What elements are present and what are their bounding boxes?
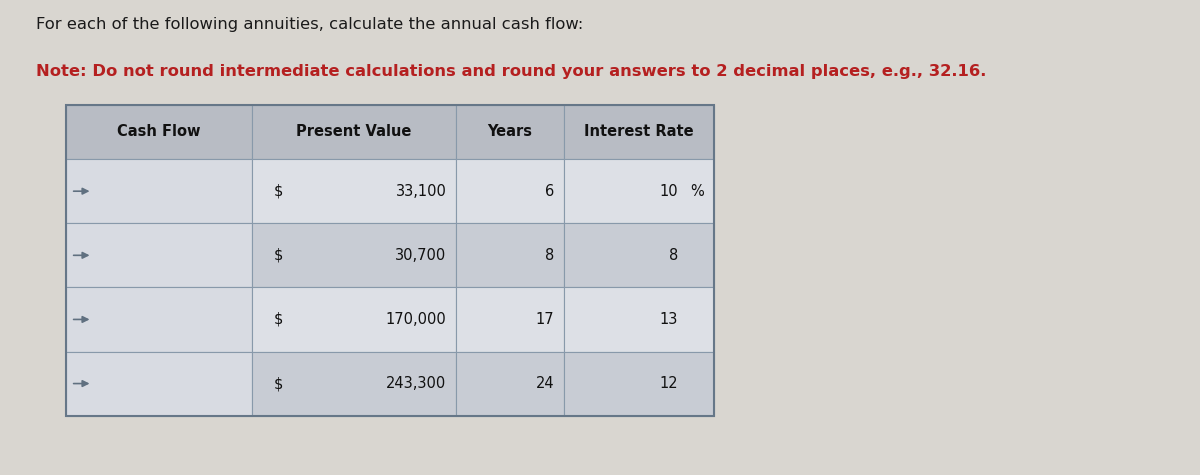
Bar bbox=[66, 104, 252, 159]
Bar bbox=[564, 287, 714, 352]
Bar bbox=[66, 287, 252, 352]
Bar bbox=[564, 223, 714, 287]
Text: 12: 12 bbox=[659, 376, 678, 391]
Bar bbox=[456, 104, 564, 159]
Bar bbox=[66, 159, 252, 223]
Bar bbox=[456, 287, 564, 352]
Bar bbox=[564, 159, 714, 223]
Text: Present Value: Present Value bbox=[296, 124, 412, 139]
Bar bbox=[456, 352, 564, 416]
Bar bbox=[66, 104, 714, 416]
Bar bbox=[252, 352, 456, 416]
Text: 8: 8 bbox=[545, 248, 554, 263]
Bar bbox=[66, 223, 252, 287]
Bar bbox=[456, 223, 564, 287]
Bar bbox=[564, 104, 714, 159]
Text: 243,300: 243,300 bbox=[386, 376, 446, 391]
Text: Years: Years bbox=[487, 124, 533, 139]
Text: 30,700: 30,700 bbox=[395, 248, 446, 263]
Text: Cash Flow: Cash Flow bbox=[118, 124, 200, 139]
Text: 24: 24 bbox=[535, 376, 554, 391]
Text: 13: 13 bbox=[660, 312, 678, 327]
Bar bbox=[456, 159, 564, 223]
Text: Note: Do not round intermediate calculations and round your answers to 2 decimal: Note: Do not round intermediate calculat… bbox=[36, 64, 986, 79]
Text: %: % bbox=[691, 184, 704, 199]
Text: $: $ bbox=[274, 184, 283, 199]
Text: 33,100: 33,100 bbox=[396, 184, 446, 199]
Bar bbox=[564, 352, 714, 416]
Text: 8: 8 bbox=[668, 248, 678, 263]
Text: 6: 6 bbox=[545, 184, 554, 199]
Text: 10: 10 bbox=[659, 184, 678, 199]
Bar bbox=[66, 352, 252, 416]
Text: 170,000: 170,000 bbox=[385, 312, 446, 327]
Text: $: $ bbox=[274, 376, 283, 391]
Bar bbox=[252, 104, 456, 159]
Text: For each of the following annuities, calculate the annual cash flow:: For each of the following annuities, cal… bbox=[36, 17, 583, 32]
Text: Interest Rate: Interest Rate bbox=[584, 124, 694, 139]
Text: $: $ bbox=[274, 312, 283, 327]
Bar bbox=[252, 223, 456, 287]
Text: 17: 17 bbox=[535, 312, 554, 327]
Bar bbox=[252, 287, 456, 352]
Text: $: $ bbox=[274, 248, 283, 263]
Bar bbox=[252, 159, 456, 223]
